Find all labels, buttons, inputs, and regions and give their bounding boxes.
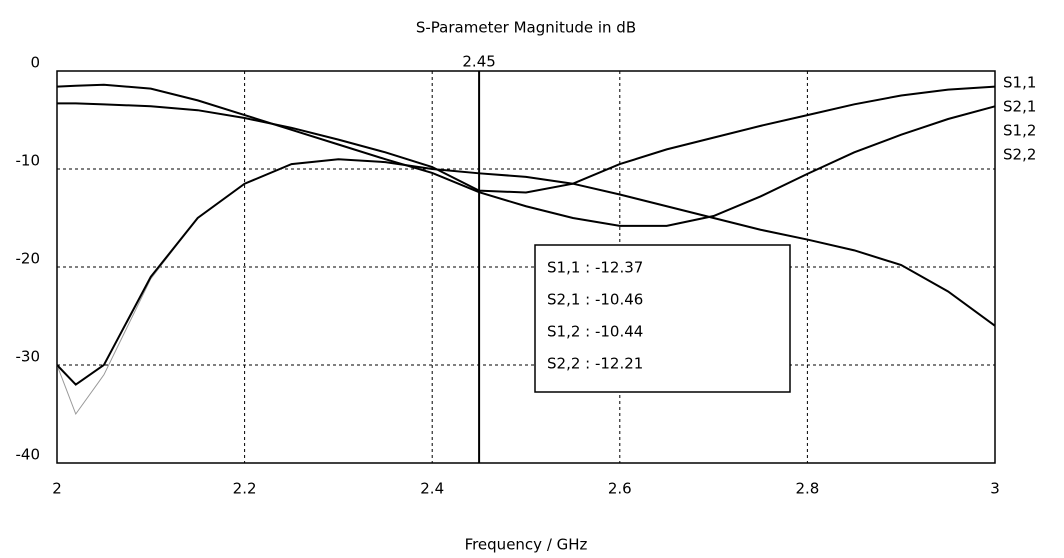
x-tick-label: 2.8: [795, 480, 819, 498]
legend-label: S2,1: [1003, 98, 1036, 116]
y-tick-label: -20: [16, 250, 41, 268]
x-tick-label: 2.2: [233, 480, 257, 498]
legend-label: S1,1: [1003, 74, 1036, 92]
readout-box: [534, 244, 791, 393]
legend-label: S1,2: [1003, 122, 1036, 140]
y-tick-label: 0: [30, 54, 40, 72]
series-line: [56, 83, 996, 227]
y-tick-label: -40: [16, 446, 41, 464]
marker-label: 2.45: [462, 53, 495, 71]
series-line: [57, 85, 996, 194]
x-tick-label: 2.4: [420, 480, 444, 498]
y-tick-label: -10: [16, 152, 41, 170]
plot-frame: [56, 70, 996, 464]
x-tick-label: 3: [990, 480, 1000, 498]
legend-label: S2,2: [1003, 146, 1036, 164]
readout-text: S2,2 : -12.21: [547, 355, 643, 373]
readout-text: S2,1 : -10.46: [547, 291, 643, 309]
x-tick-label: 2: [52, 480, 62, 498]
y-tick-label: -30: [16, 348, 41, 366]
readout-text: S1,1 : -12.37: [547, 259, 643, 277]
series-line: [56, 158, 996, 416]
chart-title: S-Parameter Magnitude in dB: [416, 19, 636, 37]
readout-text: S1,2 : -10.44: [547, 323, 643, 341]
series-line: [56, 158, 996, 386]
x-tick-label: 2.6: [608, 480, 632, 498]
x-axis-label: Frequency / GHz: [465, 536, 588, 554]
